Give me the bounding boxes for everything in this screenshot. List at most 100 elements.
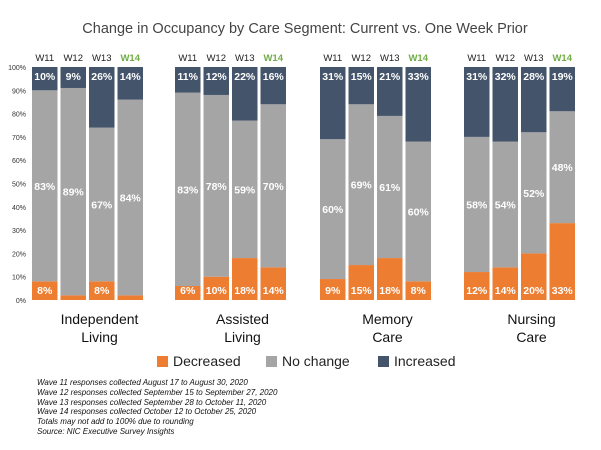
bar-segment-no-change	[232, 120, 258, 259]
footnote-rounding: Totals may not add to 100% due to roundi…	[37, 417, 194, 427]
data-label: 16%	[263, 71, 285, 83]
bar-segment-decreased	[117, 295, 143, 300]
wave-label: W12	[495, 53, 515, 64]
wave-label: W11	[323, 53, 342, 64]
y-tick-label: 40%	[12, 205, 26, 212]
wave-label: W14	[263, 53, 283, 64]
bar-segment-no-change	[175, 92, 201, 287]
footnotes: Wave 11 responses collected August 17 to…	[37, 378, 277, 437]
data-label: 6%	[180, 285, 196, 297]
wave-label: W12	[206, 53, 226, 64]
bar-segment-increased	[232, 67, 258, 121]
data-label: 8%	[37, 285, 53, 297]
footnote-source: Source: NIC Executive Survey Insights	[37, 426, 175, 436]
data-label: 67%	[91, 199, 113, 211]
y-axis: 0% 10% 20% 30% 40% 50% 60% 70% 80% 90% 100%	[8, 65, 26, 305]
bar-segment-no-change	[464, 136, 490, 273]
data-label: 54%	[495, 199, 517, 211]
data-label: 89%	[63, 187, 85, 199]
wave-label: W12	[63, 53, 83, 64]
data-label: 18%	[234, 285, 256, 297]
data-label: 33%	[552, 285, 574, 297]
legend-swatch	[378, 356, 389, 367]
data-label: 9%	[66, 71, 82, 83]
bar-segment-decreased	[89, 281, 115, 300]
y-tick-label: 90%	[12, 88, 26, 95]
data-label: 21%	[379, 71, 401, 83]
bar-segment-decreased	[377, 258, 403, 300]
y-tick-label: 50%	[12, 182, 26, 189]
data-label: 10%	[206, 285, 228, 297]
data-label: 31%	[322, 71, 344, 83]
data-label: 15%	[351, 285, 373, 297]
wave-label: W14	[120, 53, 140, 64]
data-label: 8%	[411, 285, 427, 297]
plot-area: 8% 83% 10% W11 89% 9% W12 8% 67% 26% W13 84% 14% W14 6…	[32, 53, 575, 300]
data-label: 20%	[523, 285, 545, 297]
data-label: 78%	[206, 181, 228, 193]
y-tick-label: 60%	[12, 158, 26, 165]
data-label: 14%	[263, 285, 285, 297]
y-tick-label: 0%	[16, 298, 26, 305]
bar-segment-no-change	[521, 132, 547, 254]
data-label: 59%	[234, 184, 256, 196]
bar-segment-decreased	[60, 295, 86, 300]
bar-segment-increased	[464, 67, 490, 137]
data-label: 31%	[466, 71, 488, 83]
y-tick-label: 80%	[12, 112, 26, 119]
data-label: 32%	[495, 71, 517, 83]
bar-segment-increased	[549, 67, 575, 112]
data-label: 84%	[120, 192, 142, 204]
bar-segment-increased	[60, 67, 86, 88]
wave-label: W13	[92, 53, 112, 64]
y-tick-label: 30%	[12, 228, 26, 235]
y-tick-label: 10%	[12, 275, 26, 282]
data-label: 83%	[34, 181, 56, 193]
bar-segment-no-change	[377, 115, 403, 259]
data-label: 10%	[34, 71, 56, 83]
bar-segment-no-change	[549, 111, 575, 224]
bar-segment-increased	[521, 67, 547, 133]
data-label: 14%	[495, 285, 517, 297]
bar-segment-increased	[89, 67, 115, 128]
y-tick-label: 20%	[12, 251, 26, 258]
chart-title: Change in Occupancy by Care Segment: Cur…	[82, 21, 528, 37]
bar-segment-increased	[348, 67, 374, 105]
footnote-wave12: Wave 12 responses collected September 15…	[37, 387, 278, 397]
bar-segment-decreased	[175, 286, 201, 300]
group-labels: Independent Living Assisted Living Memory Car…	[61, 311, 556, 345]
bar-segment-increased	[377, 67, 403, 116]
bar-segment-no-change	[405, 141, 431, 282]
wave-label: W12	[351, 53, 371, 64]
data-label: 70%	[263, 181, 285, 193]
wave-label: W11	[467, 53, 486, 64]
data-label: 12%	[466, 285, 488, 297]
data-label: 28%	[523, 71, 545, 83]
bar-segment-decreased	[521, 253, 547, 300]
bar-segment-decreased	[464, 272, 490, 300]
data-label: 26%	[91, 71, 113, 83]
bar-segment-no-change	[492, 141, 518, 268]
bar-segment-decreased	[492, 267, 518, 300]
bar-segment-increased	[320, 67, 346, 140]
data-label: 9%	[325, 285, 341, 297]
y-tick-label: 100%	[8, 65, 26, 72]
data-label: 14%	[120, 71, 142, 83]
wave-label: W13	[380, 53, 400, 64]
bar-segment-no-change	[89, 127, 115, 282]
bar-segment-decreased	[32, 281, 58, 300]
bar-segment-increased	[32, 67, 58, 91]
data-label: 69%	[351, 180, 373, 192]
bar-segment-decreased	[260, 267, 286, 300]
group-label: Assisted Living	[216, 311, 269, 345]
data-label: 11%	[178, 71, 199, 83]
data-label: 83%	[177, 184, 199, 196]
bar-segment-no-change	[32, 90, 58, 282]
bar-segment-no-change	[320, 139, 346, 280]
group-label: Independent Living	[61, 311, 139, 345]
bar-segment-increased	[405, 67, 431, 142]
legend-swatch	[157, 356, 168, 367]
footnote-wave14: Wave 14 responses collected October 12 t…	[37, 407, 257, 417]
bar-segment-decreased	[320, 279, 346, 300]
data-label: 60%	[322, 204, 344, 216]
